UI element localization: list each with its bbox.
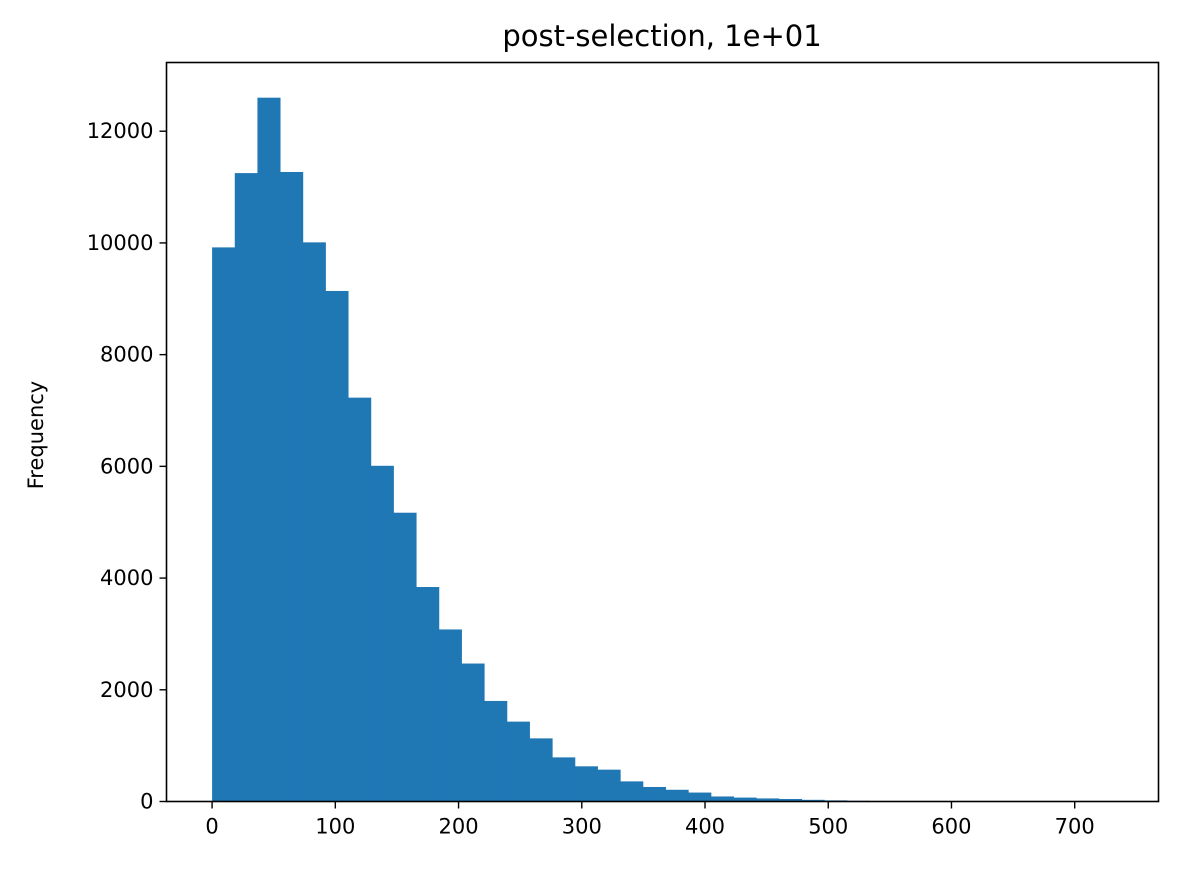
histogram-bar (212, 247, 236, 802)
histogram-bar (620, 781, 644, 802)
histogram-bar (393, 512, 417, 802)
y-tick-label: 8000 (100, 343, 153, 367)
x-tick-label: 500 (808, 815, 848, 839)
y-tick-label: 12000 (87, 119, 154, 143)
histogram-bar (302, 242, 326, 802)
histogram-bar (552, 757, 576, 802)
y-tick-label: 10000 (87, 231, 154, 255)
histogram-bar (642, 786, 666, 802)
x-axis: 0 100 200 300 400 500 600 700 (205, 801, 1095, 839)
x-tick-label: 300 (562, 815, 602, 839)
histogram-bar (348, 397, 372, 802)
y-axis: 0 2000 4000 6000 8000 10000 12000 (87, 119, 167, 814)
histogram-bar (438, 629, 462, 802)
histogram-bar (665, 789, 689, 802)
histogram-bar (416, 587, 440, 802)
histogram-bar (325, 290, 349, 802)
histogram-bar (733, 797, 757, 802)
histogram-bar (710, 796, 735, 802)
chart-title: post-selection, 1e+01 (502, 19, 821, 53)
histogram-bar (280, 171, 304, 802)
x-tick-label: 700 (1055, 815, 1095, 839)
bars-group (212, 97, 1120, 802)
y-axis-label: Frequency (24, 381, 48, 490)
histogram-bar (574, 766, 598, 802)
histogram-bar (506, 721, 530, 802)
histogram-bar (529, 738, 553, 802)
histogram-bar (234, 173, 258, 802)
histogram-bar (597, 769, 621, 802)
x-tick-label: 600 (931, 815, 971, 839)
x-tick-label: 400 (685, 815, 725, 839)
histogram-bar (461, 663, 485, 802)
histogram-bar (756, 798, 780, 802)
x-tick-label: 0 (205, 815, 218, 839)
histogram-bar (257, 97, 281, 802)
histogram-bar (688, 792, 712, 802)
y-tick-label: 2000 (100, 678, 153, 702)
y-tick-label: 6000 (100, 454, 153, 478)
histogram-bar (484, 700, 508, 802)
histogram-bar (778, 798, 803, 802)
x-tick-label: 200 (439, 815, 479, 839)
y-tick-label: 0 (140, 790, 153, 814)
plot-frame (165, 61, 1160, 803)
histogram-bar (801, 799, 825, 802)
histogram-bar (370, 465, 394, 802)
x-tick-label: 100 (315, 815, 355, 839)
y-tick-label: 4000 (100, 566, 153, 590)
